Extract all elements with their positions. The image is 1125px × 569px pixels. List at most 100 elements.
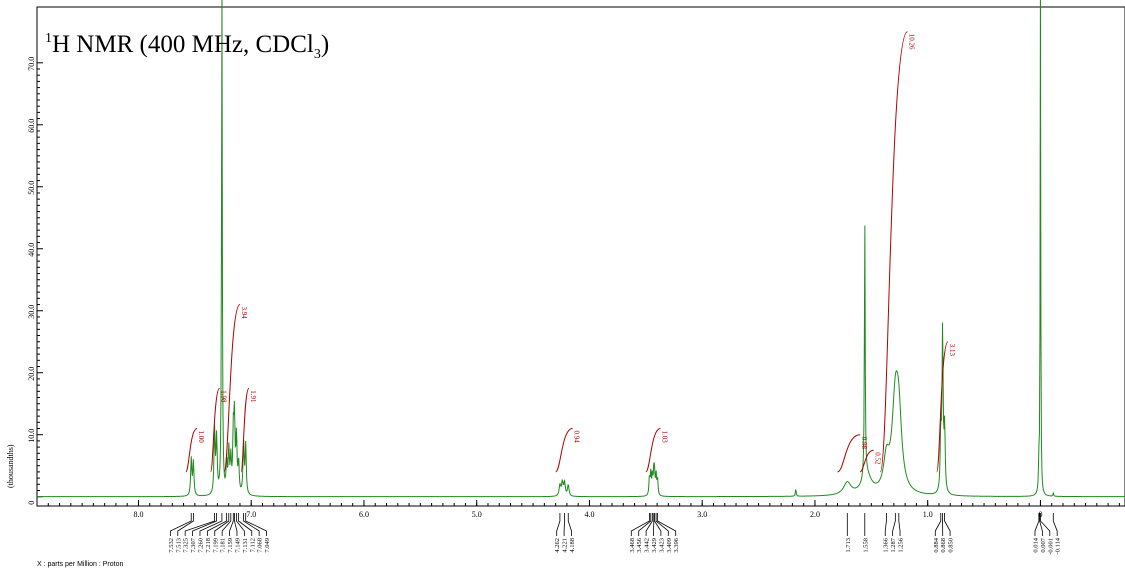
y-tick-label: 30.0 (27, 305, 36, 319)
integral-curve (185, 428, 198, 473)
integral-curve (223, 304, 241, 473)
peak-leader-line (630, 513, 650, 536)
peak-label: 4.188 (569, 538, 576, 553)
integral-curve (645, 428, 661, 473)
y-axis-ticks: 0 10.0 20.0 30.0 40.0 50.0 60.0 70.0 (27, 57, 43, 505)
x-tick-label: 1.0 (923, 510, 933, 519)
plot-frame (36, 6, 1125, 507)
integral-value: 1.98 (220, 390, 228, 403)
integral-value: 0.94 (573, 431, 581, 444)
peak-label: 1.287 (890, 537, 897, 552)
peak-label: 7.325 (183, 538, 190, 553)
integral-curve (879, 31, 908, 473)
peak-label: 0.884 (933, 537, 940, 552)
peak-leader-line (567, 513, 572, 536)
title-superscript: 1 (45, 31, 52, 46)
peak-leader-line (238, 513, 253, 536)
y-tick-label: 20.0 (27, 367, 36, 381)
peak-leader-line (1040, 513, 1051, 536)
peak-leader-line (229, 513, 234, 536)
peak-label: 7.149 (234, 538, 241, 553)
peak-label: 4.221 (562, 538, 569, 553)
peak-label: 7.218 (205, 538, 212, 553)
y-tick-label: 0 (27, 501, 36, 505)
peak-label: 7.112 (249, 538, 256, 552)
chart-title: 1H NMR (400 MHz, CDCl3) (45, 31, 329, 62)
peak-leader-line (199, 513, 223, 536)
peak-leader-line (655, 513, 669, 536)
peak-leader-line (243, 513, 260, 536)
peak-leader-line (654, 513, 662, 536)
x-axis-ticks: 8.0 7.0 6.0 5.0 4.0 3.0 2.0 1.0 0 (47, 500, 1120, 519)
peak-label: -0.001 (1047, 538, 1054, 555)
peak-label: 0.868 (940, 538, 947, 553)
y-tick-label: 10.0 (27, 429, 36, 443)
peak-leader-line (934, 513, 942, 536)
peak-label: 7.068 (257, 538, 264, 553)
peak-leader-line (1034, 513, 1040, 536)
peak-label: 0.007 (1040, 537, 1047, 552)
peak-label: 7.159 (227, 538, 234, 553)
peak-leader-line (206, 513, 228, 536)
peak-label: 1.366 (883, 537, 890, 552)
peak-label: 3.468 (629, 538, 636, 553)
peak-label: 0.850 (948, 538, 955, 553)
x-axis-label: X : parts per Million : Proton (37, 561, 123, 568)
integral-value: 1.03 (660, 431, 668, 444)
peak-leader-line (884, 513, 887, 536)
integral-curve (936, 341, 949, 473)
peak-label: 7.199 (212, 538, 219, 553)
peak-label: 4.262 (554, 538, 561, 553)
integral-curve (210, 387, 221, 473)
peak-leader-line (638, 513, 652, 536)
integral-value: 0.52 (874, 452, 882, 465)
x-tick-label: 8.0 (133, 510, 143, 519)
peak-leader-line (214, 513, 230, 536)
peak-leader-line (184, 513, 215, 536)
peak-leader-line (1039, 513, 1043, 536)
peak-leader-line (898, 513, 901, 536)
peak-leader-line (236, 513, 245, 536)
peak-leader-line (221, 513, 232, 536)
y-tick-label: 70.0 (27, 57, 36, 71)
peak-label: 3.409 (666, 538, 673, 553)
peak-label: -0.114 (1055, 537, 1062, 554)
peak-label: 7.260 (197, 538, 204, 553)
x-tick-label: 5.0 (472, 510, 482, 519)
peak-label: 3.396 (673, 537, 680, 552)
peak-leader-line (1052, 513, 1058, 536)
x-tick-label: 2.0 (810, 510, 820, 519)
peak-label: 3.423 (658, 538, 665, 553)
x-tick-label: 6.0 (359, 510, 369, 519)
x-tick-label: 3.0 (697, 510, 707, 519)
y-tick-label: 50.0 (27, 181, 36, 195)
integral-curve (555, 428, 573, 473)
y-tick-label: 40.0 (27, 243, 36, 257)
peak-label: 1.256 (898, 537, 905, 552)
svg-text:(thousandths): (thousandths) (6, 444, 15, 488)
integral-value: 1.91 (249, 390, 257, 403)
peak-label: 7.181 (220, 538, 227, 553)
peak-leader-line (645, 513, 653, 536)
peak-label: 0.014 (1032, 537, 1039, 552)
integral-value: 0.98 (860, 437, 868, 450)
peak-label: 7.532 (168, 538, 175, 553)
x-tick-label: 4.0 (584, 510, 594, 519)
integral-value: 3.94 (240, 307, 248, 320)
peak-label: 3.429 (651, 538, 658, 553)
peak-label: 3.442 (644, 538, 651, 553)
peak-leader-line (892, 513, 896, 536)
integral-curve (859, 449, 874, 473)
integral-curve (240, 387, 250, 473)
peak-labels: 7.532 7.513 7.325 7.307 7.260 7.218 7.199 7.181… (168, 513, 1062, 555)
peak-leader-line (556, 513, 561, 536)
title-subscript: 3 (314, 47, 321, 62)
peak-label: 7.131 (242, 538, 249, 553)
peak-leader-line (245, 513, 267, 536)
y-axis-label: (thousandths) (6, 444, 15, 488)
integral-curves: 1.00 1.98 3.94 1.91 0.94 1.03 0.98 0.52 10.26 3.1… (185, 31, 956, 473)
peak-label: 7.049 (264, 538, 271, 553)
peak-leader-line (177, 513, 194, 536)
peak-label: 7.307 (190, 537, 197, 552)
